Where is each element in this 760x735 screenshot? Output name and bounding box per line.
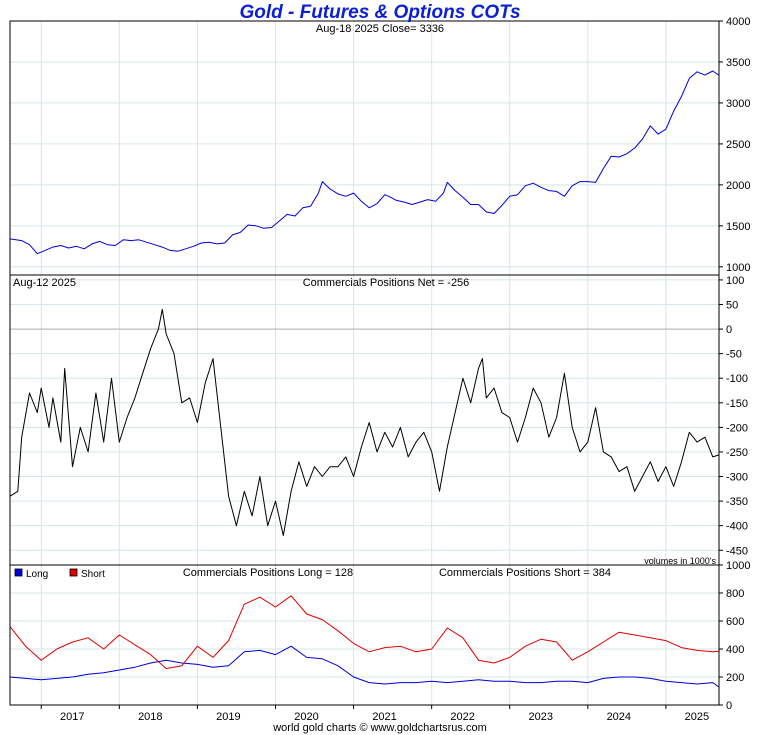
price-annotation: Aug-18 2025 Close= 3336 (316, 23, 444, 35)
y-tick-label: 400 (726, 644, 744, 656)
y-tick-label: 200 (726, 672, 744, 684)
chart-title: Gold - Futures & Options COTs (239, 2, 521, 23)
price-line (9, 70, 720, 255)
legend-long-swatch (14, 568, 23, 577)
y-tick-label: 1000 (726, 262, 750, 274)
y-tick-label: 100 (726, 275, 744, 287)
x-tick-label: 2023 (528, 711, 552, 723)
short-position-line (9, 595, 720, 670)
short-annotation: Commercials Positions Short = 384 (439, 567, 611, 579)
y-tick-label: 50 (726, 299, 738, 311)
y-tick-label: 600 (726, 616, 744, 628)
panel-frame (9, 20, 720, 276)
y-tick-label: -250 (726, 447, 748, 459)
y-tick-label: -400 (726, 521, 748, 533)
y-tick-label: 0 (726, 700, 732, 712)
y-tick-label: 4000 (726, 16, 750, 28)
legend-short-label: Short (81, 569, 105, 580)
x-tick-label: 2017 (60, 711, 84, 723)
y-tick-label: 800 (726, 588, 744, 600)
x-tick-label: 2019 (216, 711, 240, 723)
panel-frame (9, 564, 720, 706)
x-tick-label: 2020 (294, 711, 318, 723)
y-tick-label: -100 (726, 373, 748, 385)
chart-credit: world gold charts © www.goldchartsrus.co… (273, 722, 487, 734)
y-tick-label: -150 (726, 398, 748, 410)
y-tick-label: 2000 (726, 180, 750, 192)
volume-note: volumes in 1000's (644, 556, 716, 566)
y-tick-label: 3000 (726, 98, 750, 110)
net-annotation: Commercials Positions Net = -256 (303, 277, 470, 289)
y-tick-label: -50 (726, 349, 742, 361)
y-tick-label: -450 (726, 545, 748, 557)
net-date-label: Aug-12 2025 (13, 277, 76, 289)
y-tick-label: 1500 (726, 221, 750, 233)
x-tick-label: 2024 (607, 711, 631, 723)
long-position-line (9, 645, 720, 688)
x-tick-label: 2022 (450, 711, 474, 723)
y-tick-label: -300 (726, 472, 748, 484)
y-tick-label: -200 (726, 422, 748, 434)
legend-short-swatch (69, 568, 78, 577)
net-position-line (9, 308, 720, 536)
legend-long-label: Long (26, 569, 48, 580)
x-tick-label: 2018 (138, 711, 162, 723)
y-tick-label: 1000 (726, 560, 750, 572)
y-tick-label: -350 (726, 496, 748, 508)
x-tick-label: 2021 (372, 711, 396, 723)
y-tick-label: 2500 (726, 139, 750, 151)
y-tick-label: 0 (726, 324, 732, 336)
y-tick-label: 3500 (726, 57, 750, 69)
long-annotation: Commercials Positions Long = 128 (183, 567, 353, 579)
x-tick-label: 2025 (685, 711, 709, 723)
